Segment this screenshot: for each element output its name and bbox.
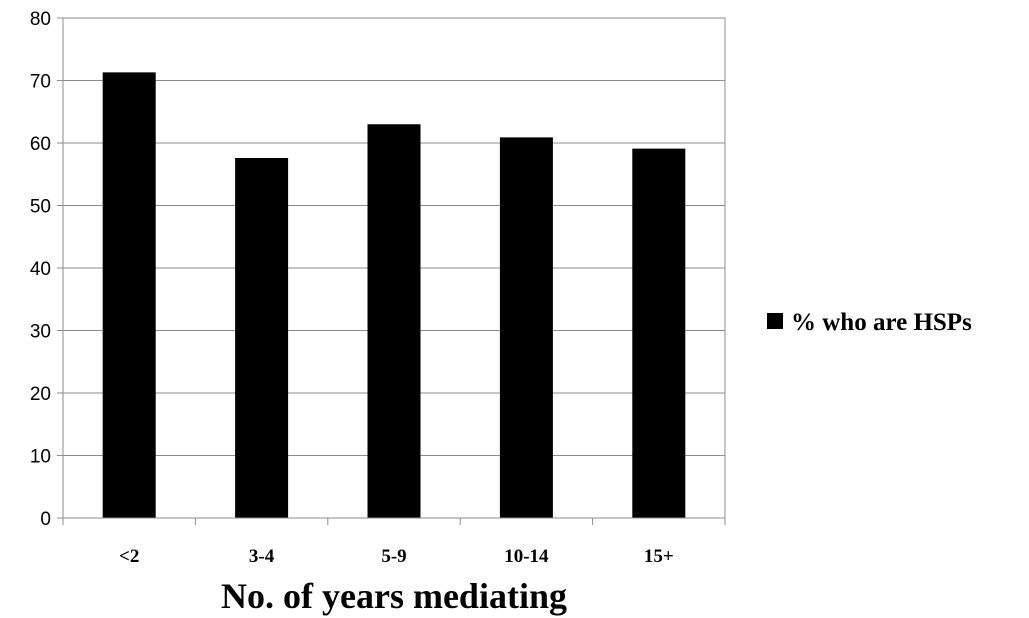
bar (102, 72, 156, 518)
bar (235, 158, 289, 518)
y-tick-label: 80 (30, 9, 51, 30)
y-tick-label: 60 (30, 134, 51, 155)
y-tick-label: 30 (30, 322, 51, 343)
x-tick-label: 15+ (644, 546, 674, 567)
bars (102, 72, 686, 518)
x-tick-label: <2 (119, 546, 139, 567)
x-axis-title: No. of years mediating (221, 576, 567, 616)
x-tick-label: 5-9 (381, 546, 406, 567)
y-tick-label: 0 (40, 509, 51, 530)
bar (367, 124, 421, 518)
bar (499, 137, 553, 518)
bar (632, 148, 686, 518)
y-tick-label: 20 (30, 384, 51, 405)
y-tick-label: 50 (30, 197, 51, 218)
legend-label: % who are HSPs (791, 309, 972, 336)
x-tick-label: 10-14 (504, 546, 549, 567)
y-axis-ticks: 0 10 20 30 40 50 60 70 80 (30, 9, 63, 530)
y-tick-label: 10 (30, 447, 51, 468)
legend-swatch (767, 313, 783, 329)
y-tick-label: 40 (30, 259, 51, 280)
x-axis-ticks: <2 3-4 5-9 10-14 15+ (62, 518, 726, 567)
y-tick-label: 70 (30, 72, 51, 93)
legend: % who are HSPs (767, 309, 972, 336)
x-tick-label: 3-4 (249, 546, 275, 567)
